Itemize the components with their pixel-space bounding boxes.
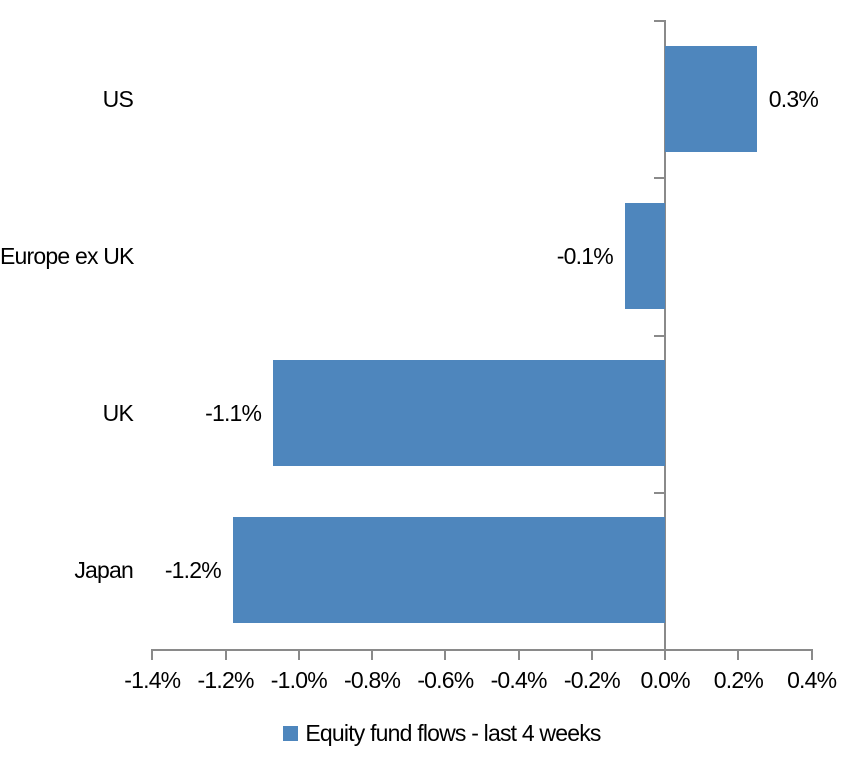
bar-japan xyxy=(232,517,666,624)
value-label: -0.1% xyxy=(556,242,614,269)
x-axis-tick xyxy=(664,649,667,660)
x-tick-label: 0.2% xyxy=(713,667,764,693)
x-axis-tick xyxy=(371,649,374,660)
x-tick-label: -0.4% xyxy=(490,667,548,693)
x-axis-tick xyxy=(737,649,740,660)
legend-label: Equity fund flows - last 4 weeks xyxy=(305,720,601,746)
category-axis-tick xyxy=(654,491,665,494)
value-label: -1.1% xyxy=(205,400,262,427)
x-axis-line xyxy=(151,649,813,651)
zero-axis-line xyxy=(664,20,667,651)
x-tick-label: -0.6% xyxy=(417,667,474,693)
x-tick-label: -1.0% xyxy=(270,667,328,693)
x-tick-label: -0.8% xyxy=(344,667,401,693)
category-label: US xyxy=(102,85,134,112)
x-tick-label: -1.4% xyxy=(124,667,181,693)
x-tick-label: 0.4% xyxy=(787,667,837,693)
bar-us xyxy=(665,45,757,152)
legend-entry: Equity fund flows - last 4 weeks xyxy=(283,720,601,746)
bar-europe-ex-uk xyxy=(624,202,666,309)
legend: Equity fund flows - last 4 weeks xyxy=(0,720,852,746)
x-tick-label: -1.2% xyxy=(197,667,255,693)
x-axis-tick xyxy=(224,649,227,660)
category-label: Europe ex UK xyxy=(0,242,134,269)
legend-swatch-icon xyxy=(283,725,299,741)
x-tick-label: 0.0% xyxy=(640,667,691,693)
value-label: -1.2% xyxy=(164,557,222,584)
bar-uk xyxy=(273,360,666,467)
x-axis-tick xyxy=(151,649,154,660)
category-label: UK xyxy=(102,400,134,427)
x-axis-tick xyxy=(590,649,593,660)
x-axis-tick xyxy=(810,649,813,660)
category-axis-tick xyxy=(654,177,665,180)
x-tick-label: -0.2% xyxy=(563,667,621,693)
value-label: 0.3% xyxy=(768,85,819,112)
category-axis-tick xyxy=(654,20,665,22)
category-axis-tick xyxy=(654,649,665,651)
category-axis-tick xyxy=(654,334,665,337)
x-axis-tick xyxy=(444,649,447,660)
x-axis-tick xyxy=(517,649,520,660)
category-label: Japan xyxy=(74,557,133,584)
x-axis-tick xyxy=(297,649,300,660)
